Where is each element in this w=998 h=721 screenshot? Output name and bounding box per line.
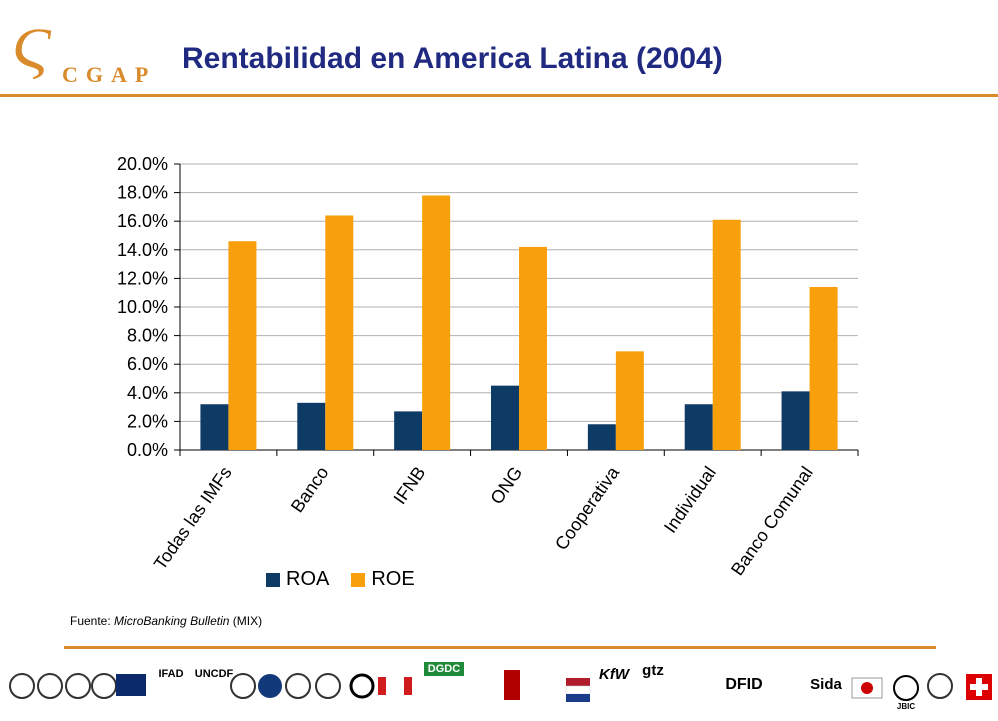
page-title: Rentabilidad en America Latina (2004)	[182, 42, 723, 75]
y-tick-label: 10.0%	[117, 297, 168, 317]
y-tick-label: 6.0%	[127, 354, 168, 374]
x-tick-label: Banco Comunal	[727, 463, 817, 579]
y-tick-label: 4.0%	[127, 383, 168, 403]
x-tick-label: IFNB	[390, 463, 430, 508]
y-tick-label: 18.0%	[117, 183, 168, 203]
y-tick-label: 20.0%	[117, 154, 168, 174]
bar-roe-ifnb	[422, 195, 451, 450]
donor-logo-dgdc: DGDC	[427, 663, 461, 675]
y-tick-label: 14.0%	[117, 240, 168, 260]
bar-roe-individual	[712, 219, 741, 450]
chart-legend: ROA ROE	[266, 568, 437, 591]
donor-logo-kfw: KfW	[599, 666, 629, 683]
bar-roa-individual	[684, 404, 713, 450]
x-tick-label: ONG	[486, 463, 526, 508]
y-tick-label: 8.0%	[127, 326, 168, 346]
donor-logo-sida: Sida	[810, 676, 842, 693]
x-tick-label: Banco	[287, 463, 333, 516]
bar-roa-ong	[491, 385, 519, 450]
source-suffix: (MIX)	[229, 614, 263, 628]
y-tick-label: 2.0%	[127, 411, 168, 431]
donor-logos-graphics	[9, 662, 992, 702]
cgap-logo-text: CGAP	[62, 62, 157, 87]
legend-swatch-roa	[266, 572, 280, 587]
x-tick-label: Todas las IMFs	[150, 463, 236, 574]
legend-label-roa: ROA	[286, 568, 330, 590]
source-publication: MicroBanking Bulletin	[114, 614, 230, 628]
legend-item-roe: ROE	[351, 568, 415, 591]
cgap-logo: Ϛ CGAP	[10, 18, 170, 88]
source-note: Fuente: MicroBanking Bulletin (MIX)	[70, 614, 262, 628]
bar-roa-todas-las-imfs	[200, 404, 229, 450]
y-tick-label: 12.0%	[117, 268, 168, 288]
bar-roa-ifnb	[394, 411, 423, 450]
header-divider	[0, 94, 998, 97]
donor-logos-strip: IFAD UNCDF DGDC KfW gtz DFID Sida JBIC	[6, 660, 996, 716]
y-tick-label: 0.0%	[127, 440, 168, 460]
bar-chart: 0.0% 2.0% 4.0% 6.0% 8.0% 10.0% 12.0% 14.0% 16.0%…	[117, 154, 859, 579]
x-tick-label: Cooperativa	[551, 462, 624, 554]
legend-label-roe: ROE	[371, 568, 415, 590]
bar-roe-banco-comunal	[809, 286, 838, 450]
cgap-logo-mark: Ϛ	[12, 16, 51, 81]
bar-roa-banco-comunal	[781, 391, 810, 450]
footer-divider	[64, 646, 936, 649]
donor-logo-uncdf: UNCDF	[194, 668, 234, 680]
legend-swatch-roe	[351, 572, 366, 587]
y-tick-label: 16.0%	[117, 211, 168, 231]
donor-logo-dfid: DFID	[725, 676, 763, 693]
donor-logo-jbic: JBIC	[896, 702, 916, 711]
bar-roe-todas-las-imfs	[228, 241, 257, 450]
bar-roe-cooperativa	[615, 351, 644, 450]
legend-item-roa: ROA	[266, 568, 329, 591]
bar-roe-banco	[325, 215, 354, 450]
donor-logo-gtz: gtz	[642, 662, 664, 679]
source-prefix: Fuente:	[70, 614, 115, 628]
bar-roa-cooperativa	[587, 424, 616, 450]
bar-roe-ong	[519, 246, 547, 450]
donor-logo-ifad: IFAD	[158, 668, 184, 680]
x-tick-label: Individual	[660, 463, 720, 537]
bar-roa-banco	[297, 402, 326, 450]
